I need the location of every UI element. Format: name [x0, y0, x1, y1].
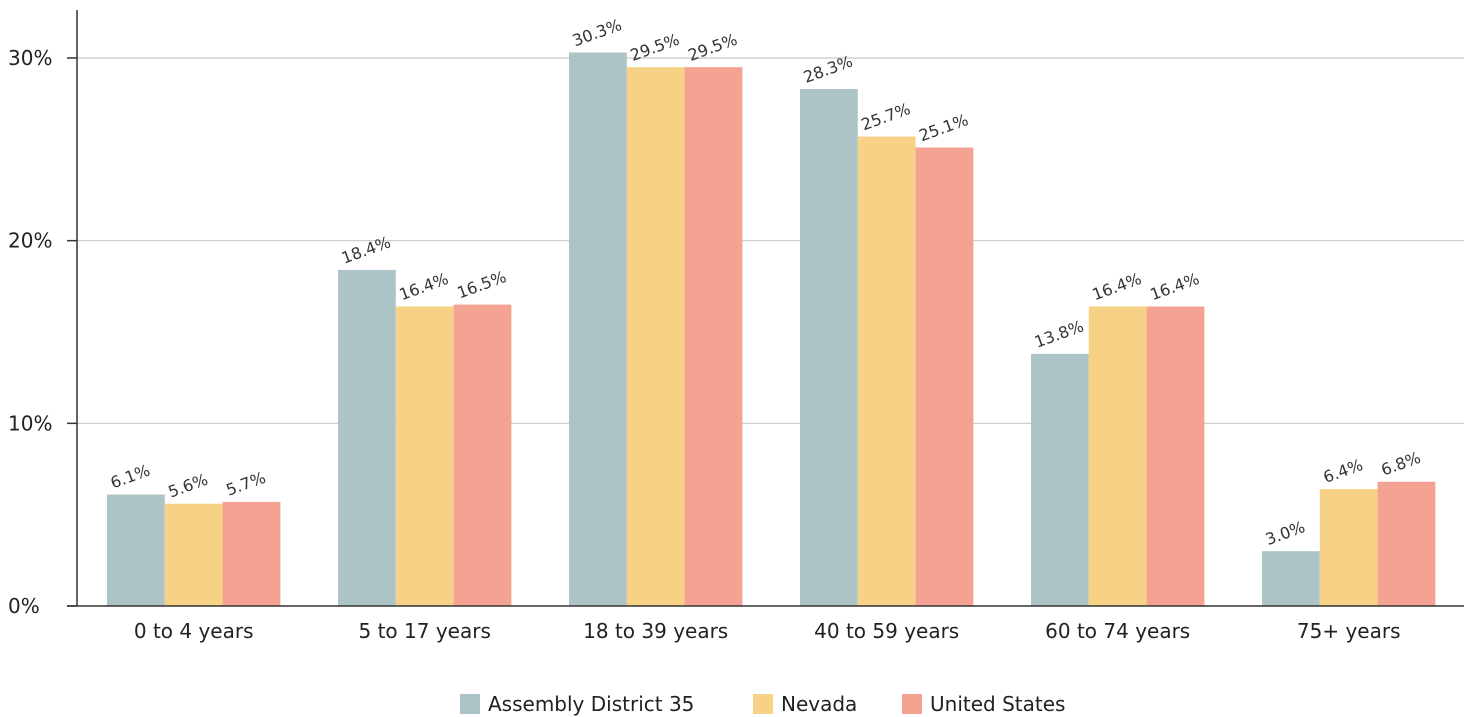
bar-nevada-1 — [395, 306, 454, 606]
data-label: 29.5% — [685, 30, 739, 65]
y-tick-label: 20% — [8, 229, 52, 253]
y-tick-label: 10% — [8, 411, 52, 435]
data-label: 25.7% — [859, 99, 913, 134]
x-category-label: 5 to 17 years — [359, 619, 491, 643]
x-category-label: 40 to 59 years — [814, 619, 959, 643]
bar-united-states-5 — [1377, 481, 1436, 606]
legend-swatch — [753, 694, 773, 714]
legend-swatch — [902, 694, 922, 714]
legend-item: Nevada — [753, 692, 857, 716]
data-label: 3.0% — [1263, 517, 1308, 549]
data-label: 13.8% — [1032, 316, 1086, 351]
legend-item: Assembly District 35 — [460, 692, 694, 716]
bar-united-states-2 — [684, 67, 743, 607]
data-label: 6.4% — [1321, 455, 1366, 487]
y-tick-label: 0% — [8, 594, 40, 618]
data-label: 30.3% — [570, 15, 624, 50]
data-label: 6.1% — [108, 461, 153, 493]
bar-nevada-2 — [626, 67, 685, 607]
data-label: 6.8% — [1378, 448, 1423, 480]
legend-item: United States — [902, 692, 1065, 716]
axes — [67, 10, 1464, 607]
bar-assembly-district-35-1 — [338, 269, 396, 606]
x-category-label: 18 to 39 years — [583, 619, 728, 643]
bar-nevada-5 — [1319, 489, 1378, 606]
data-label: 16.4% — [1090, 269, 1144, 304]
data-labels: 6.1% 18.4% 30.3% 28.3% 13.8% 3.0% 5.6% 16.4% 29.… — [108, 15, 1423, 549]
bar-assembly-district-35-5 — [1262, 551, 1320, 606]
legend-label: Nevada — [781, 692, 857, 716]
bar-assembly-district-35-3 — [800, 89, 858, 606]
bar-nevada-0 — [164, 503, 223, 606]
legend: Assembly District 35 Nevada United States — [460, 692, 1065, 716]
x-category-label: 0 to 4 years — [134, 619, 254, 643]
bar-united-states-3 — [915, 147, 974, 607]
data-label: 5.7% — [223, 468, 268, 500]
bar-assembly-district-35-2 — [569, 52, 627, 606]
bar-united-states-1 — [453, 304, 512, 606]
x-axis-category-labels: 0 to 4 years 5 to 17 years 18 to 39 years 4… — [134, 619, 1401, 643]
legend-label: United States — [930, 692, 1065, 716]
bar-united-states-0 — [222, 501, 281, 606]
bar-assembly-district-35-0 — [107, 494, 165, 606]
data-label: 16.4% — [1147, 269, 1201, 304]
data-label: 16.4% — [397, 269, 451, 304]
data-label: 25.1% — [916, 110, 970, 145]
y-tick-label: 30% — [8, 46, 52, 70]
gridlines — [77, 57, 1464, 424]
data-label: 28.3% — [801, 52, 855, 87]
data-label: 29.5% — [628, 30, 682, 65]
data-label: 18.4% — [339, 232, 393, 267]
x-category-label: 75+ years — [1297, 619, 1401, 643]
y-axis-tick-labels: 0% 10% 20% 30% — [8, 46, 52, 618]
bars — [107, 52, 1436, 607]
data-label: 16.5% — [454, 267, 508, 302]
legend-swatch — [460, 694, 480, 714]
bar-nevada-4 — [1088, 306, 1147, 606]
data-label: 5.6% — [166, 470, 211, 502]
bar-nevada-3 — [857, 136, 916, 606]
bar-assembly-district-35-4 — [1031, 353, 1089, 606]
legend-label: Assembly District 35 — [488, 692, 694, 716]
bar-united-states-4 — [1146, 306, 1205, 606]
x-category-label: 60 to 74 years — [1045, 619, 1190, 643]
